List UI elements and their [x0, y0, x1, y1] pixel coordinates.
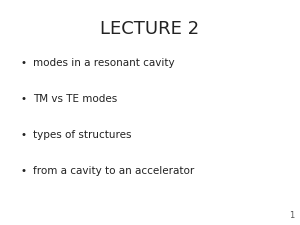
Text: •: • — [21, 130, 27, 140]
Text: modes in a resonant cavity: modes in a resonant cavity — [33, 58, 175, 68]
Text: from a cavity to an accelerator: from a cavity to an accelerator — [33, 166, 194, 176]
Text: •: • — [21, 58, 27, 68]
Text: LECTURE 2: LECTURE 2 — [100, 20, 200, 38]
Text: 1: 1 — [289, 212, 294, 220]
Text: TM vs TE modes: TM vs TE modes — [33, 94, 117, 104]
Text: types of structures: types of structures — [33, 130, 131, 140]
Text: •: • — [21, 166, 27, 176]
Text: •: • — [21, 94, 27, 104]
